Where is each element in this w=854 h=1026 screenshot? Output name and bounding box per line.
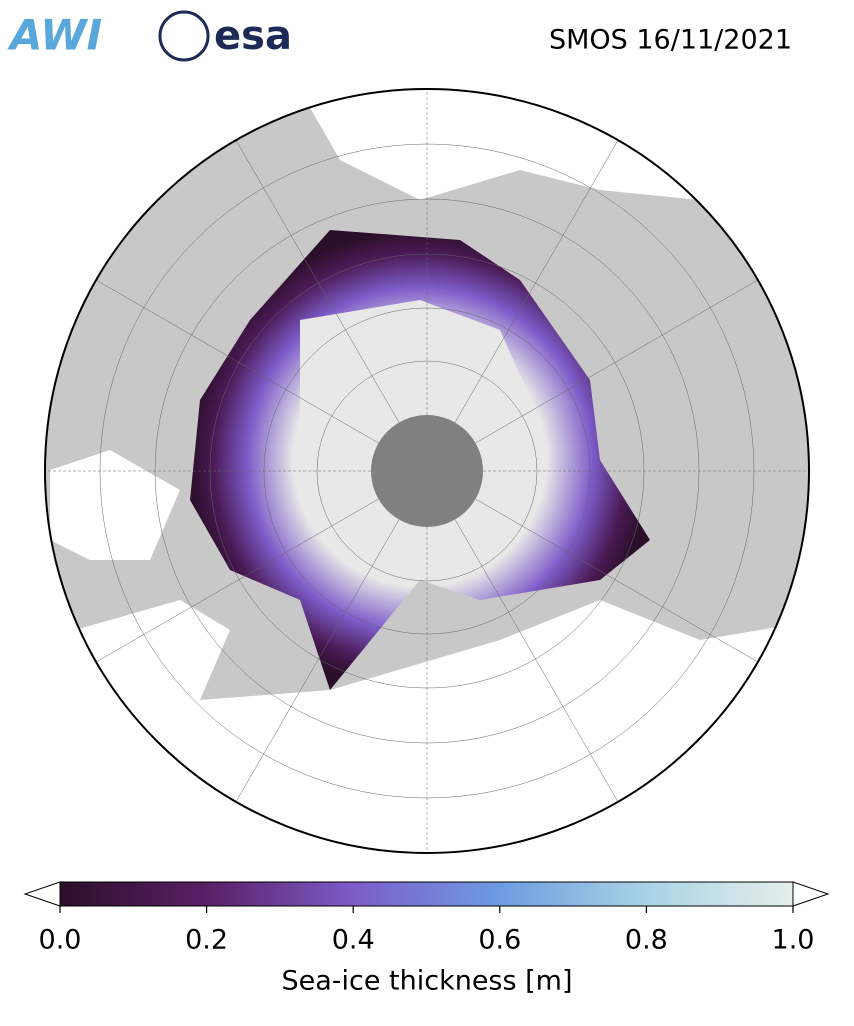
colorbar-tick-label: 0.6 [478, 925, 521, 956]
map-title: SMOS 16/11/2021 [549, 25, 792, 56]
esa-logo-mark [158, 10, 210, 62]
meridian-line [231, 519, 400, 809]
colorbar-extend-min [23, 881, 61, 907]
colorbar-tick-label: 0.4 [332, 925, 375, 956]
colorbar-label: Sea-ice thickness [m] [281, 966, 572, 997]
latitude-line [316, 360, 538, 582]
colorbar-tick-label: 0.8 [625, 925, 668, 956]
meridian-line [89, 498, 379, 667]
map-border [44, 88, 810, 854]
ocean [50, 450, 180, 560]
colorbar-extend-max [792, 881, 830, 907]
colorbar-tick-label: 0.2 [185, 925, 228, 956]
pole-hole [371, 415, 483, 527]
colorbar-tick-label: 1.0 [772, 925, 815, 956]
colorbar-bar [59, 881, 794, 907]
awi-logo: AWI [7, 11, 102, 60]
meridian-line [89, 275, 379, 444]
esa-logo: esa [214, 13, 292, 59]
meridian-line [231, 133, 400, 423]
meridian-line [475, 498, 765, 667]
graticule [45, 89, 809, 853]
colorbar-tick-label: 0.0 [39, 925, 82, 956]
meridian-line [454, 133, 623, 423]
meridian-line [454, 519, 623, 809]
colorbar [23, 881, 830, 913]
map [45, 89, 809, 853]
meridian-line [475, 275, 765, 444]
